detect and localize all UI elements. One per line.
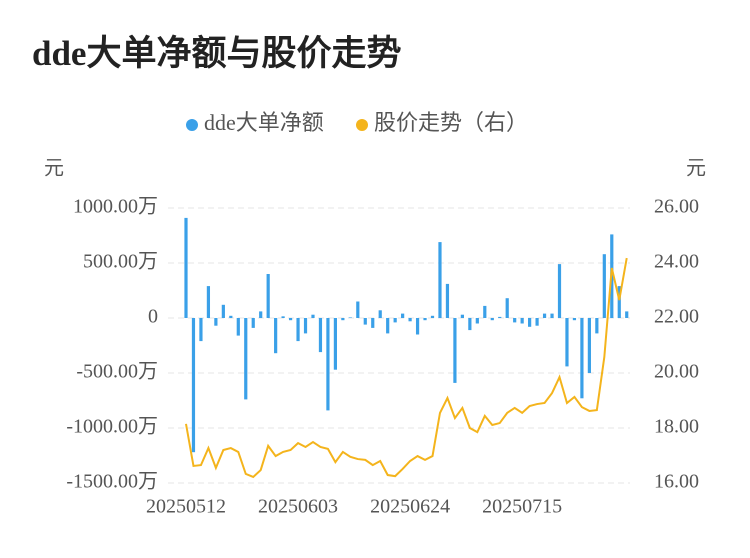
bar: [274, 318, 278, 354]
bar: [259, 311, 263, 318]
bar: [460, 314, 464, 318]
bar: [520, 318, 524, 324]
bar: [438, 242, 442, 318]
bar: [535, 318, 539, 326]
x-tick-label: 20250715: [482, 496, 562, 518]
x-tick-label: 20250603: [258, 496, 338, 518]
bar: [513, 318, 517, 323]
bar: [214, 318, 218, 326]
y-tick-label: 1000.00万: [73, 196, 158, 218]
bar: [244, 318, 248, 400]
y-tick-label: -1500.00万: [66, 471, 158, 493]
chart-title: dde大单净额与股价走势: [32, 34, 401, 73]
bar: [296, 318, 300, 342]
bar: [505, 298, 509, 318]
bar: [206, 286, 211, 318]
bar: [468, 318, 472, 331]
bar: [371, 318, 375, 328]
bar: [490, 318, 494, 321]
bar: [430, 315, 435, 318]
y-tick-label: -500.00万: [76, 361, 158, 383]
bar: [184, 217, 188, 318]
bar: [348, 317, 352, 318]
y2-tick-label: 24.00: [654, 251, 699, 273]
bar: [266, 274, 270, 318]
y-tick-label: 0: [148, 306, 158, 328]
bar: [236, 318, 240, 336]
legend-label: dde大单净额: [204, 110, 324, 135]
bar: [557, 264, 562, 318]
bar: [356, 301, 360, 318]
y2-tick-label: 20.00: [654, 361, 699, 383]
price-line: [185, 257, 628, 479]
bar: [595, 318, 599, 334]
bar: [445, 283, 450, 318]
bar: [550, 313, 554, 318]
y2-axis-label: 元: [686, 158, 706, 180]
bar: [341, 318, 345, 321]
bar: [625, 311, 629, 318]
bar: [415, 318, 420, 335]
bar: [386, 318, 390, 334]
bar: [378, 310, 382, 318]
bar: [572, 318, 577, 321]
bar: [408, 318, 412, 322]
legend-label: 股价走势（右）: [374, 110, 528, 135]
bar: [580, 318, 584, 399]
bar: [333, 318, 337, 370]
bar: [281, 316, 285, 318]
bar: [453, 318, 457, 383]
bar: [191, 318, 196, 453]
legend-marker: [186, 119, 198, 131]
bar: [251, 318, 255, 328]
bar: [288, 318, 293, 321]
bar: [483, 305, 487, 318]
bar: [542, 313, 547, 318]
bar: [565, 318, 569, 367]
bar: [423, 318, 427, 321]
y2-tick-label: 16.00: [654, 471, 699, 493]
bar: [475, 318, 479, 324]
y-axis-label: 元: [44, 158, 64, 180]
bar: [199, 318, 203, 342]
bar: [221, 304, 225, 318]
y2-tick-label: 26.00: [654, 196, 699, 218]
y2-tick-label: 22.00: [654, 306, 699, 328]
bar: [363, 318, 367, 325]
x-tick-label: 20250624: [370, 496, 450, 518]
y-tick-label: -1000.00万: [66, 416, 158, 438]
bar: [617, 286, 621, 318]
bar: [393, 318, 397, 323]
bar: [528, 318, 532, 327]
bar: [318, 318, 323, 353]
bar: [498, 316, 502, 318]
bar: [311, 314, 315, 318]
bar: [401, 313, 405, 318]
bar: [587, 318, 591, 373]
x-tick-label: 20250512: [146, 496, 226, 518]
bar: [303, 318, 308, 334]
bar: [602, 254, 606, 318]
y-tick-label: 500.00万: [83, 251, 158, 273]
y2-tick-label: 18.00: [654, 416, 699, 438]
bar: [326, 318, 330, 411]
legend-marker: [356, 119, 368, 131]
bar: [229, 315, 233, 318]
